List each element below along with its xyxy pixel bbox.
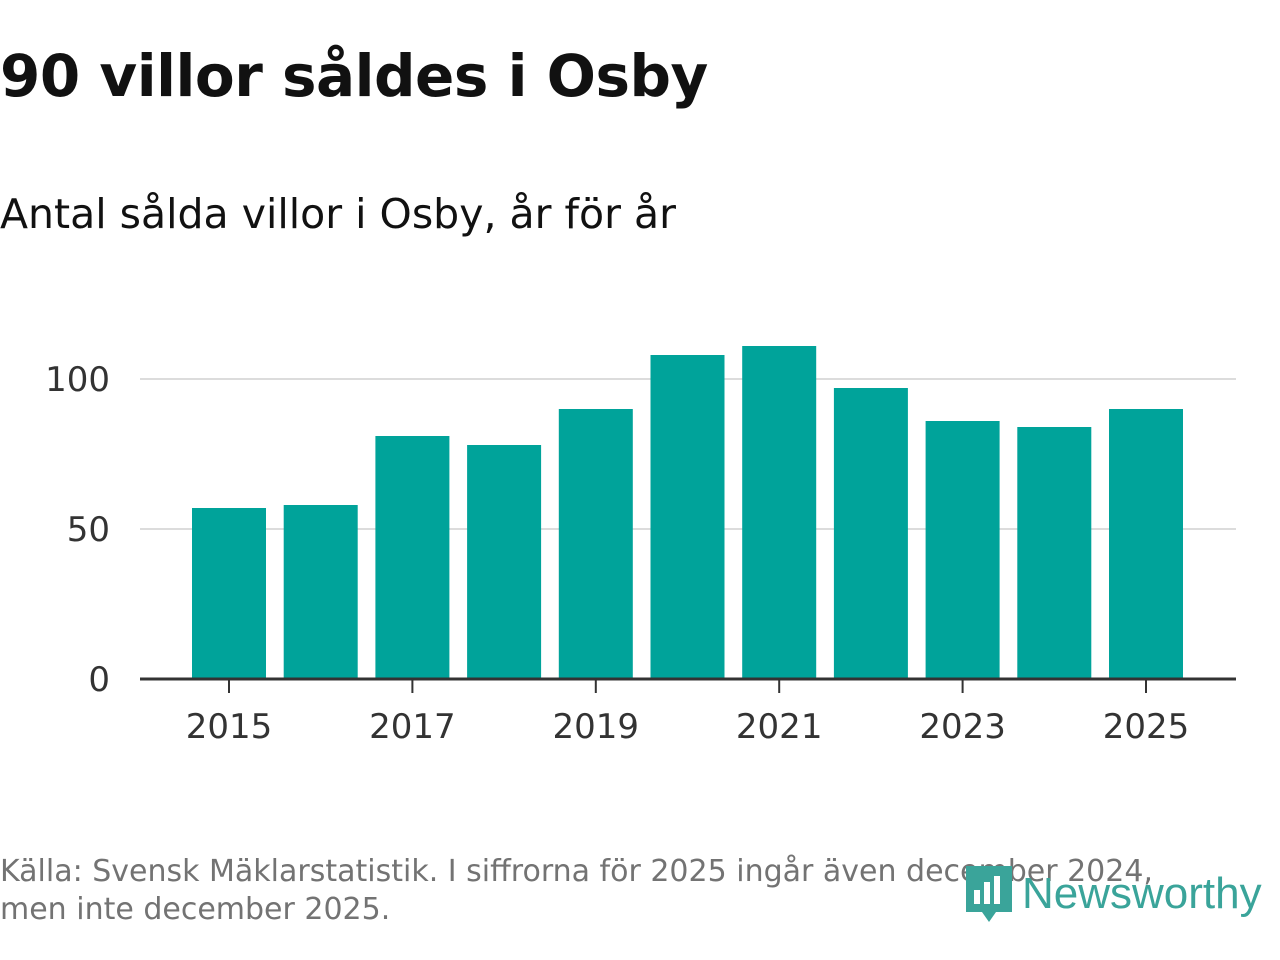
- source-line-1: Källa: Svensk Mäklarstatistik. I siffror…: [0, 854, 1153, 889]
- bar-2015: [192, 508, 266, 679]
- bar-2018: [467, 445, 542, 679]
- bars: [192, 346, 1183, 679]
- bar-2016: [283, 505, 358, 679]
- brand-logo: Newsworthy: [962, 862, 1262, 926]
- bar-chart: 0 50 100 2015 2017 2019 2021 2023 2025: [45, 346, 1236, 747]
- bar-2017: [375, 436, 450, 679]
- chart-subtitle: Antal sålda villor i Osby, år för år: [0, 190, 676, 238]
- bar-2022: [833, 388, 908, 679]
- newsworthy-logo-icon: [966, 866, 1012, 922]
- bar-2024: [1017, 427, 1092, 679]
- bar-2023: [925, 421, 1000, 679]
- bar-2025: [1109, 409, 1183, 679]
- x-tick-labels: 2015 2017 2019 2021 2023 2025: [186, 707, 1190, 747]
- y-tick-label-0: 0: [88, 660, 110, 700]
- bar-2020: [650, 355, 725, 679]
- x-tick-label-2025: 2025: [1103, 707, 1190, 747]
- bar-2021: [742, 346, 817, 679]
- x-tick-label-2023: 2023: [919, 707, 1006, 747]
- y-tick-labels: 0 50 100: [45, 360, 110, 700]
- y-tick-label-100: 100: [45, 360, 110, 400]
- y-tick-label-50: 50: [67, 510, 110, 550]
- axes: [140, 677, 1236, 693]
- x-tick-label-2021: 2021: [736, 707, 823, 747]
- brand-name: Newsworthy: [1022, 869, 1262, 918]
- x-tick-label-2019: 2019: [553, 707, 640, 747]
- source-note: Källa: Svensk Mäklarstatistik. I siffror…: [0, 853, 1230, 929]
- chart-title: 90 villor såldes i Osby: [0, 42, 708, 110]
- bar-2019: [558, 409, 633, 679]
- x-tick-label-2017: 2017: [369, 707, 456, 747]
- x-tick-label-2015: 2015: [186, 707, 273, 747]
- source-line-2: men inte december 2025.: [0, 892, 391, 927]
